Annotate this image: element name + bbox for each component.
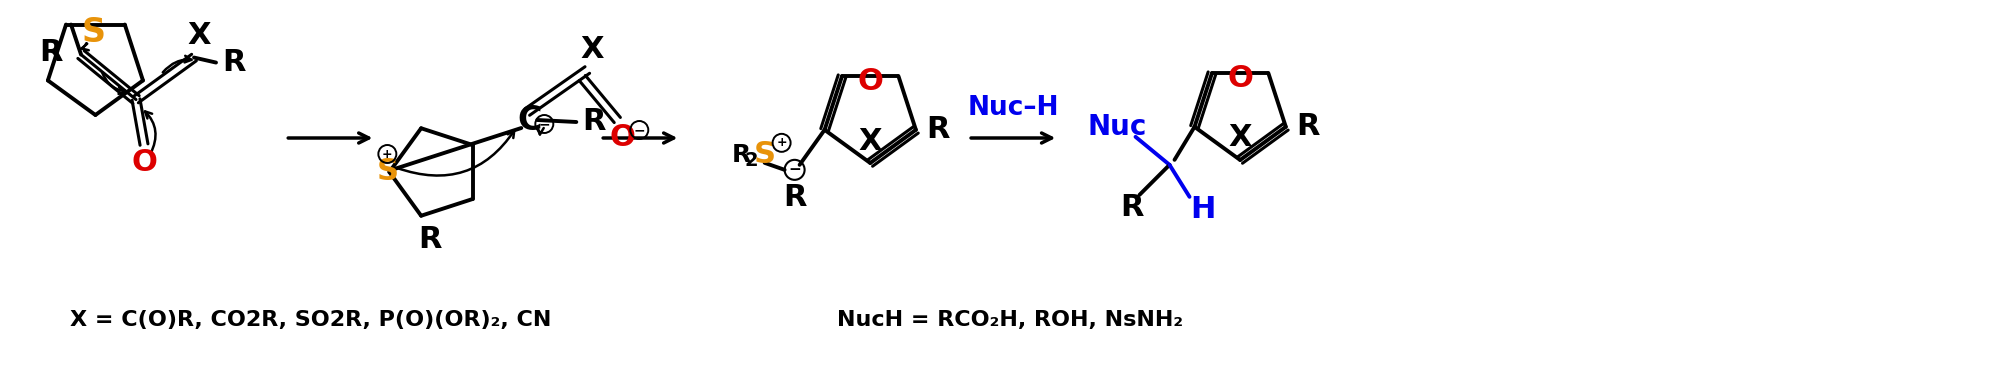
Text: O: O [131, 148, 157, 177]
Text: R: R [926, 115, 950, 144]
Text: X: X [858, 127, 882, 156]
Text: Nuc–H: Nuc–H [968, 95, 1059, 121]
Text: −: − [538, 117, 550, 131]
Text: O: O [858, 67, 884, 96]
Text: R: R [223, 48, 245, 77]
Text: R: R [733, 143, 751, 167]
Text: C: C [518, 103, 542, 137]
Text: −: − [788, 162, 800, 177]
Text: R: R [40, 38, 64, 67]
Text: O: O [609, 124, 635, 152]
Text: NucH = RCO₂H, ROH, NsNH₂: NucH = RCO₂H, ROH, NsNH₂ [836, 310, 1183, 330]
Text: R: R [418, 226, 442, 255]
Text: R: R [782, 183, 806, 212]
Text: X: X [581, 35, 603, 64]
Text: R: R [583, 107, 605, 137]
Text: X: X [187, 21, 211, 50]
Text: +: + [382, 148, 392, 160]
Text: 2: 2 [745, 151, 759, 170]
Text: +: + [776, 136, 786, 149]
Text: −: − [633, 123, 645, 137]
Text: X = C(O)R, CO2R, SO2R, P(O)(OR)₂, CN: X = C(O)R, CO2R, SO2R, P(O)(OR)₂, CN [70, 310, 552, 330]
Text: Nuc: Nuc [1087, 113, 1147, 141]
Text: S: S [755, 140, 776, 169]
Text: S: S [376, 158, 398, 187]
Text: S: S [82, 16, 106, 49]
Text: X: X [1228, 124, 1252, 152]
Text: R: R [1119, 193, 1143, 222]
Text: O: O [1226, 64, 1252, 93]
Text: R: R [1296, 112, 1320, 141]
Text: H: H [1191, 195, 1215, 224]
